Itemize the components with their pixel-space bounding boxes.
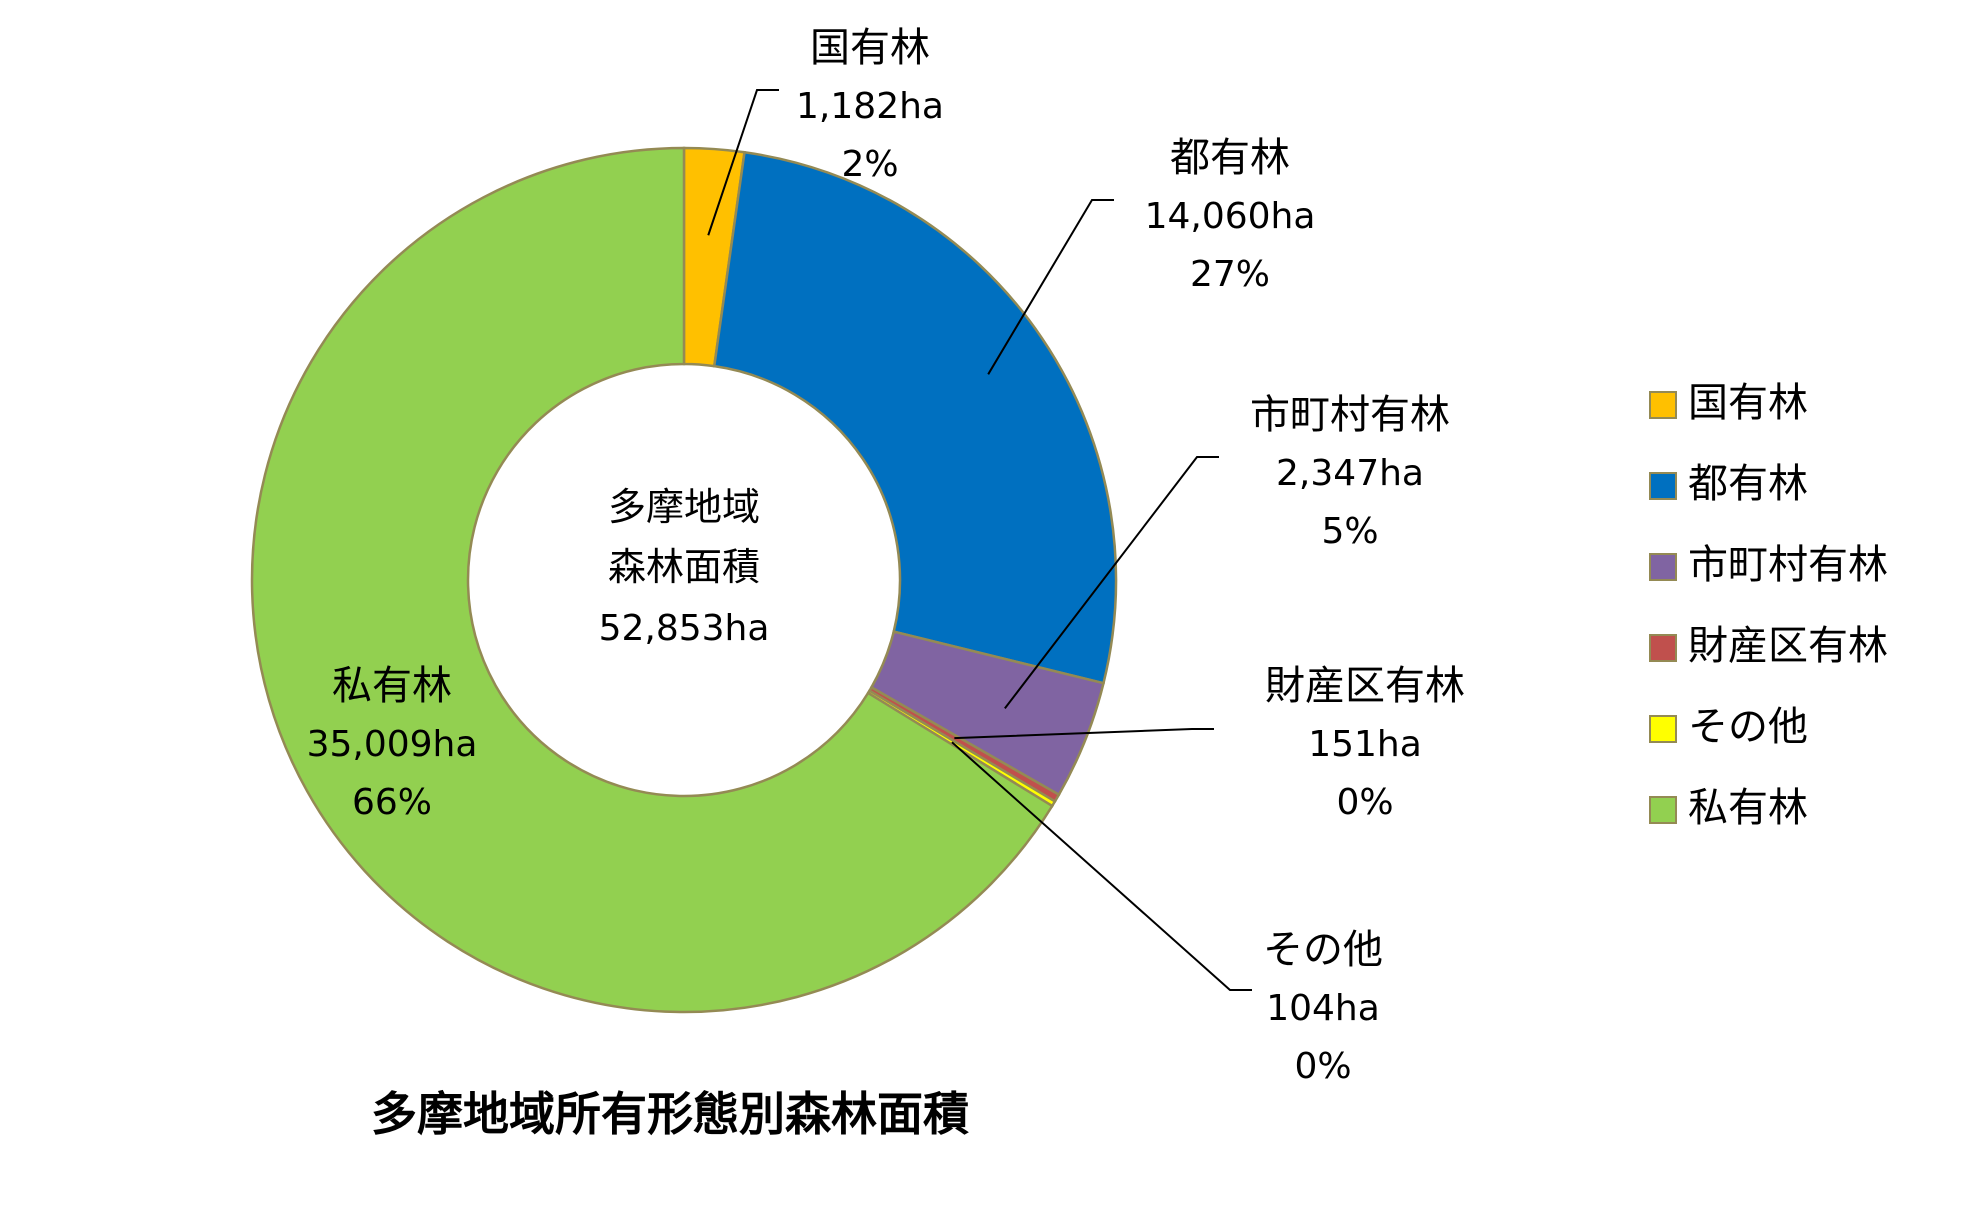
- leader-line-zaisankuyurin: [954, 728, 1214, 740]
- legend-swatch-shiyurin: [1649, 796, 1677, 824]
- donut-slices: [250, 146, 1118, 1014]
- leader-line-shichosonyurin: [1004, 456, 1219, 710]
- legend-label-zaisankuyurin: 財産区有林: [1688, 623, 1888, 669]
- legend-label-toyurin: 都有林: [1688, 461, 1808, 507]
- slice-label-shiyurin-percent: 66%: [352, 782, 432, 823]
- leader-line-sonota: [951, 741, 1252, 991]
- center-label-line-3: 52,853ha: [599, 608, 770, 649]
- chart-title: 多摩地域所有形態別森林面積: [371, 1087, 969, 1141]
- legend-swatch-zaisankuyurin: [1649, 634, 1677, 662]
- legend-label-sonota: その他: [1688, 704, 1808, 750]
- legend-swatch-kokuyurin: [1649, 391, 1677, 419]
- leader-lines: [707, 89, 1252, 991]
- legend-label-kokuyurin: 国有林: [1688, 380, 1808, 426]
- legend-label-shichosonyurin: 市町村有林: [1688, 542, 1888, 588]
- legend-swatch-toyurin: [1649, 472, 1677, 500]
- slice-label-sonota-name: その他: [1263, 927, 1383, 973]
- slice-label-shichosonyurin-name: 市町村有林: [1250, 392, 1450, 438]
- slice-label-shiyurin-value: 35,009ha: [307, 724, 478, 765]
- slice-label-sonota-value: 104ha: [1266, 988, 1380, 1029]
- slice-label-toyurin-name: 都有林: [1170, 135, 1290, 181]
- slice-label-zaisankuyurin-name: 財産区有林: [1265, 663, 1465, 709]
- leader-line-kokuyurin: [707, 89, 779, 236]
- slice-toyurin: [712, 150, 1118, 685]
- slice-label-kokuyurin-name: 国有林: [810, 25, 930, 71]
- legend-swatch-shichosonyurin: [1649, 553, 1677, 581]
- slice-label-zaisankuyurin-percent: 0%: [1336, 782, 1393, 823]
- legend-swatch-sonota: [1649, 715, 1677, 743]
- slice-label-toyurin-percent: 27%: [1190, 254, 1270, 295]
- slice-labels: 国有林 1,182ha 2% 都有林 14,060ha 27% 市町村有林 2,347ha 5%…: [307, 25, 1465, 1087]
- slice-label-zaisankuyurin-value: 151ha: [1308, 724, 1422, 765]
- slice-label-toyurin-value: 14,060ha: [1145, 196, 1316, 237]
- slice-label-sonota-percent: 0%: [1294, 1046, 1351, 1087]
- center-label-line-2: 森林面積: [608, 545, 760, 589]
- leader-line-toyurin: [987, 199, 1114, 375]
- slice-label-kokuyurin-percent: 2%: [841, 144, 898, 185]
- slice-shiyurin: [250, 146, 1054, 1014]
- slice-label-shiyurin-name: 私有林: [332, 663, 452, 709]
- legend-label-shiyurin: 私有林: [1688, 785, 1808, 831]
- center-label-line-1: 多摩地域: [608, 485, 760, 529]
- slice-label-shichosonyurin-value: 2,347ha: [1276, 453, 1424, 494]
- slice-label-kokuyurin-value: 1,182ha: [796, 86, 944, 127]
- slice-label-shichosonyurin-percent: 5%: [1321, 511, 1378, 552]
